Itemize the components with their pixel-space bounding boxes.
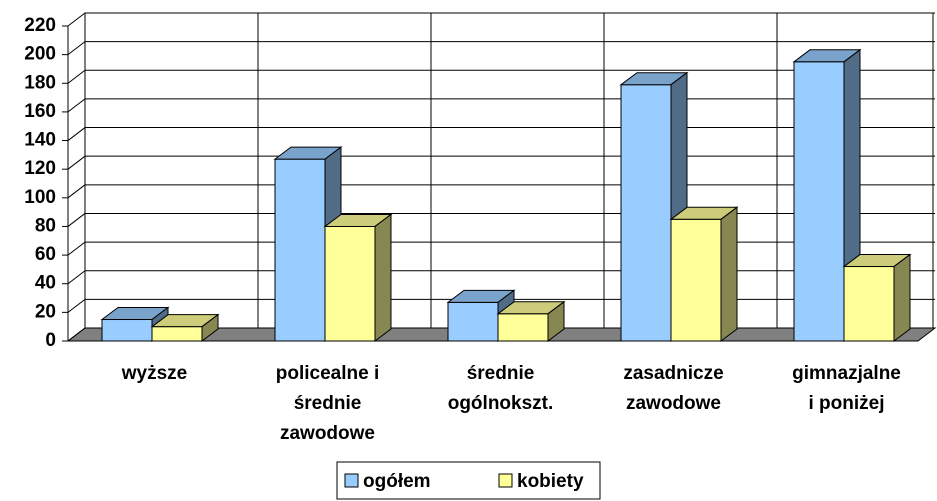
legend-swatch <box>344 473 359 488</box>
grid-line <box>67 127 86 141</box>
grid-line <box>67 155 86 170</box>
bar <box>670 218 722 342</box>
grid-line <box>67 327 86 342</box>
bar <box>793 61 845 342</box>
y-tick-label: 20 <box>35 301 56 322</box>
y-tick-label: 80 <box>35 215 56 236</box>
grid-line <box>67 270 86 285</box>
x-tick-label: gimnazjalne i poniżej <box>792 363 901 414</box>
x-tick-label: średnie ogólnokszt. <box>448 363 554 414</box>
y-tick-label: 60 <box>35 244 56 265</box>
grid-line <box>67 41 86 56</box>
y-tick-label: 0 <box>45 330 56 351</box>
bar-side <box>720 206 738 342</box>
bar <box>843 266 895 342</box>
x-tick-label: wyższe <box>121 363 187 384</box>
legend-label: ogółem <box>363 471 431 492</box>
bar-side <box>374 213 392 342</box>
y-tick-label: 220 <box>24 15 56 36</box>
y-tick-label: 160 <box>24 101 56 122</box>
legend-box <box>336 461 601 500</box>
bar-side <box>893 253 911 342</box>
y-tick-label: 40 <box>35 273 56 294</box>
bar <box>447 301 499 342</box>
y-tick-label: 180 <box>24 72 56 93</box>
bar <box>151 326 203 342</box>
grid-line <box>67 241 86 256</box>
y-tick-label: 100 <box>24 187 56 208</box>
x-tick-label: policealne i średnie zawodowe <box>276 363 379 444</box>
legend-label: kobiety <box>517 471 584 492</box>
bar <box>620 84 672 342</box>
grid-line <box>67 213 86 227</box>
bar <box>274 158 326 342</box>
bar <box>497 313 549 342</box>
grid-line <box>67 69 86 84</box>
grid-line <box>67 298 86 313</box>
bar <box>324 225 376 342</box>
grid-line <box>67 98 86 113</box>
legend-swatch <box>498 473 513 488</box>
y-tick-label: 140 <box>24 130 56 151</box>
grid-line <box>67 184 86 199</box>
y-tick-label: 200 <box>24 44 56 65</box>
bar-side <box>201 313 219 342</box>
grid-line <box>67 12 86 27</box>
bar-side <box>547 300 565 342</box>
x-tick-label: zasadnicze zawodowe <box>623 363 723 414</box>
bar <box>101 319 153 342</box>
y-tick-label: 120 <box>24 158 56 179</box>
